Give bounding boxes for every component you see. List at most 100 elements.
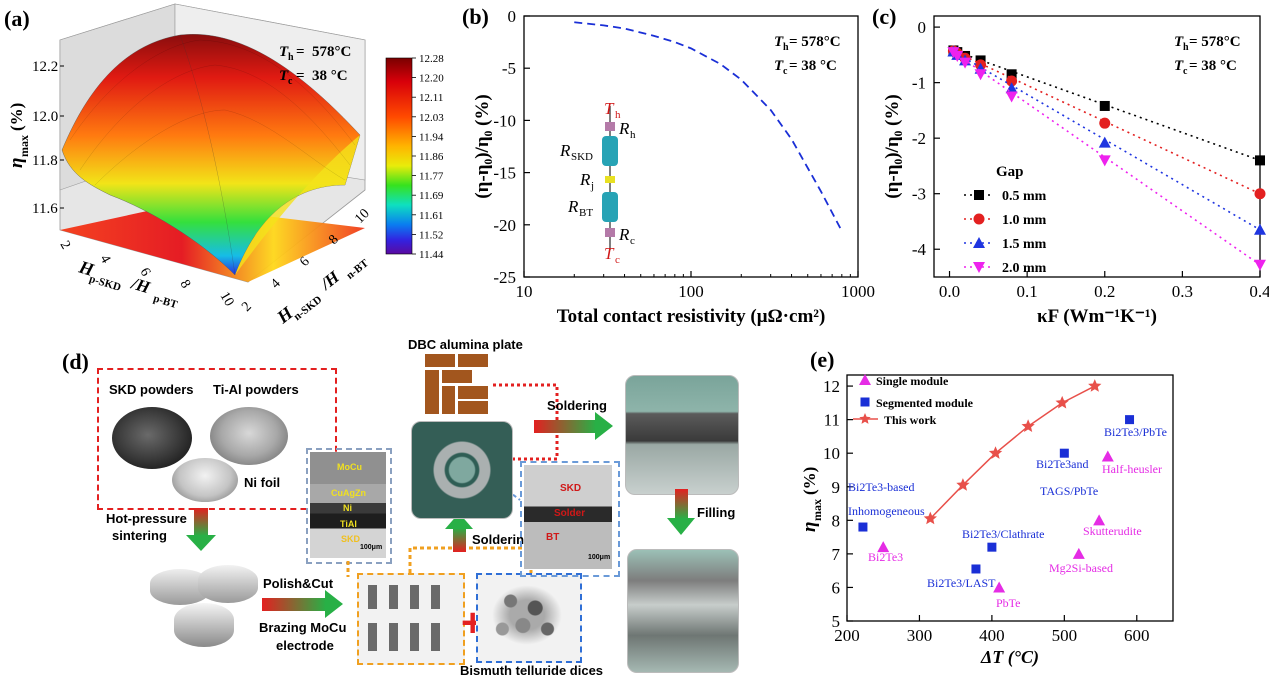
arrow-down-1: [194, 508, 208, 536]
series-line: [574, 21, 843, 232]
data-point: [951, 50, 964, 62]
svg-text:n-BT: n-BT: [344, 257, 371, 282]
point-label: Bi2Te3/Clathrate: [962, 527, 1044, 541]
this-work-point: [1055, 395, 1069, 409]
segmented-module-point: [1059, 448, 1069, 458]
colorbar-tick-label: 12.03: [419, 112, 444, 124]
y-tick-label: -15: [493, 164, 516, 183]
panel-e-chart: 5 6 7 8 9 10 11 12 200 300 400 500 600 Bi2Te3 PbTe Mg2S…: [799, 374, 1174, 668]
tc-sub: c: [1183, 66, 1188, 77]
colorbar-tick-label: 11.69: [419, 190, 444, 202]
panel-a-colorbar-ticks: 12.28 12.20 12.11 12.03 11.94 11.86 11.77 11.69…: [412, 53, 444, 261]
svg-text:/H: /H: [316, 267, 344, 295]
svg-text:578°C: 578°C: [312, 44, 351, 60]
rj-resistor: [605, 176, 615, 183]
y-tick-label: 8: [832, 511, 841, 530]
svg-text:(%): (%): [7, 103, 26, 131]
svg-text:2: 2: [57, 239, 73, 253]
point-label: Mg2Si-based: [1049, 561, 1113, 575]
panel-c-label: (c): [872, 4, 897, 29]
panel-d: (d) SKD powders Ti-Al powders Ni foil Ho…: [0, 335, 800, 686]
data-point: [1255, 155, 1265, 166]
svg-text:12.0: 12.0: [32, 109, 58, 125]
y-tick-label: 6: [832, 578, 841, 597]
y-tick-label: 5: [832, 612, 841, 631]
svg-text:/H: /H: [128, 273, 153, 297]
legend-label: Segmented module: [876, 396, 974, 410]
legend-label: This work: [884, 413, 937, 427]
point-label: PbTe: [996, 596, 1021, 610]
y-tick-label: -25: [493, 268, 516, 287]
schem-tc-sub: c: [615, 254, 620, 266]
data-point: [1254, 223, 1266, 235]
this-work-point: [988, 446, 1003, 459]
y-tick-label: -10: [493, 111, 516, 130]
rskd-resistor: [602, 136, 618, 166]
panel-b-label: (b): [462, 4, 489, 29]
point-label: Skutterudite: [1083, 524, 1142, 538]
module-photo-filled: [627, 549, 739, 673]
panel-c-chart: 0 -1 -2 -3 -4 0.0 0.1 0.2 0.3 0.4 0.5 mm 1.0 mm 1.5 …: [882, 15, 1269, 327]
x-tick-label: 10: [516, 282, 533, 301]
micro2-layer-solder: Solder: [554, 508, 586, 519]
schem-rj-symbol: R: [579, 170, 591, 189]
data-point: [1254, 188, 1266, 200]
y-tick-label: 0: [508, 7, 517, 26]
electrode-label: electrode: [276, 638, 334, 653]
svg-text:12.2: 12.2: [32, 59, 58, 75]
micro1-layer-skd: SKD: [341, 534, 361, 544]
svg-text:=: =: [296, 44, 305, 60]
colorbar-tick-label: 11.77: [419, 171, 444, 183]
y-tick-label: 0: [918, 18, 927, 37]
y-tick-label: -4: [912, 240, 927, 259]
this-work-line: [929, 385, 1096, 520]
skd-powders-label: SKD powders: [109, 382, 194, 397]
micro1-image: [310, 452, 386, 558]
point-label: Half-heusler: [1102, 462, 1162, 476]
svg-text:8: 8: [177, 278, 193, 292]
y-axis-label: (η-η₀)/η₀ (%): [882, 94, 903, 198]
x-tick-label: 0.4: [1249, 282, 1269, 301]
x-tick-label: 0.3: [1172, 282, 1193, 301]
brazing-label: Brazing MoCu: [259, 620, 347, 635]
panel-a: (a): [0, 0, 460, 330]
svg-text:η: η: [6, 158, 27, 168]
schem-th-symbol: T: [604, 99, 615, 118]
data-point: [1098, 136, 1111, 148]
tc-value: = 38 °C: [1189, 58, 1237, 74]
schem-rh-sub: h: [630, 129, 636, 141]
y-axis-label: (η-η₀)/η₀ (%): [472, 94, 493, 198]
segmented-module-point: [971, 564, 981, 574]
legend-marker: [859, 413, 871, 424]
legend-label: Single module: [876, 374, 949, 388]
rbt-resistor: [602, 192, 618, 222]
data-point: [1254, 259, 1266, 271]
y-tick-label: 9: [832, 478, 841, 497]
micro2-scale: 100μm: [588, 554, 611, 561]
colorbar-tick-label: 11.61: [419, 210, 443, 222]
schem-rc-symbol: R: [618, 225, 630, 244]
panel-a-surface-plot: 12.2 12.0 11.8 11.6 η max (%) 2 4 6 8 10…: [6, 3, 444, 328]
data-point: [1099, 100, 1110, 111]
y-tick-label: 11: [824, 411, 840, 430]
x-tick-label: 300: [907, 626, 933, 645]
th-symbol: T: [774, 34, 784, 50]
single-module-point: [1093, 514, 1106, 526]
plot-frame: [933, 15, 1261, 278]
x-tick-label: 100: [678, 282, 704, 301]
th-symbol: T: [1174, 34, 1184, 50]
point-label: Bi2Te3/LAST: [927, 576, 996, 590]
legend-title: Gap: [996, 164, 1024, 180]
tc-value: = 38 °C: [789, 58, 837, 74]
colorbar-tick-label: 12.28: [419, 53, 444, 65]
dbc-label: DBC alumina plate: [408, 337, 523, 352]
tc-sub: c: [783, 66, 788, 77]
legend-marker: [973, 262, 985, 273]
point-label: Bi2Te3and: [1036, 457, 1088, 471]
panel-a-label: (a): [4, 6, 30, 31]
svg-text:10: 10: [217, 290, 237, 310]
svg-text:11.6: 11.6: [32, 201, 58, 217]
single-module-point: [1072, 547, 1085, 559]
data-point: [1099, 117, 1111, 129]
y-tick-label: 7: [832, 545, 841, 564]
